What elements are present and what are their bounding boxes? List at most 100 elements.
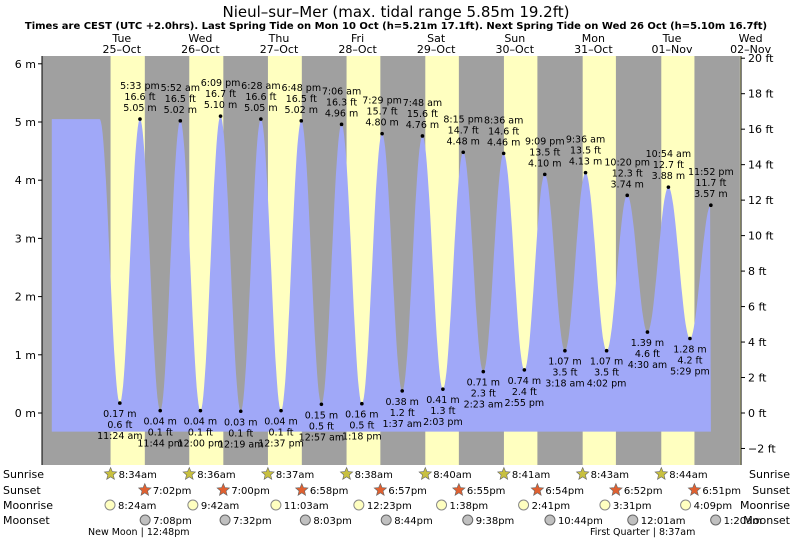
day-date: 29–Oct (417, 43, 456, 56)
low-tide-ft: 4.6 ft (635, 349, 660, 360)
row-label-left-moonset: Moonset (3, 514, 50, 527)
day-name: Tue (662, 32, 682, 45)
moonrise-icon (436, 499, 448, 511)
sun-moon-table: Sunrise Sunrise Sunset Sunset Moonrise Moonri… (3, 466, 791, 538)
low-tide-time: 2:03 pm (423, 417, 463, 428)
high-tide-m: 5.05 m (123, 103, 156, 114)
high-tide-ft: 15.7 ft (367, 107, 398, 118)
high-tide-ft: 16.6 ft (124, 92, 155, 103)
daylight-band (739, 56, 741, 465)
high-tide-ft: 14.7 ft (448, 125, 479, 136)
low-tide-point (360, 401, 364, 406)
day-date: 25–Oct (103, 43, 142, 56)
moonrise-time: 9:42am (201, 501, 239, 512)
low-tide-time: 1:37 am (382, 419, 421, 430)
moonrise-time: 8:24am (118, 501, 156, 512)
high-tide-time: 6:48 pm (281, 83, 321, 94)
high-tide-ft: 12.7 ft (653, 160, 684, 171)
low-tide-time: 12:37 pm (258, 439, 304, 450)
low-tide-ft: 0.1 ft (269, 428, 294, 439)
moonrise-time: 2:41pm (532, 501, 571, 512)
high-tide-point (501, 151, 506, 156)
moonrise-icon (353, 499, 365, 511)
high-tide-ft: 16.7 ft (205, 89, 236, 100)
day-date: 31–Oct (574, 43, 613, 56)
sunrise-icon (103, 466, 118, 480)
moonrise-time: 3:31pm (613, 501, 652, 512)
low-tide-m: 0.15 m (305, 410, 338, 421)
y-tick-label-ft: 16 ft (748, 123, 774, 136)
sunrise-time: 8:40am (433, 470, 471, 481)
sunset-icon (137, 482, 152, 496)
low-tide-m: 0.17 m (103, 409, 136, 420)
y-tick-label-ft: 12 ft (748, 194, 774, 207)
moonset-icon (380, 514, 392, 526)
y-tick-label-m: 2 m (15, 291, 36, 304)
high-tide-time: 8:15 pm (443, 114, 483, 125)
moonset-time: 7:32pm (233, 516, 272, 527)
low-tide-ft: 1.2 ft (390, 408, 415, 419)
low-tide-m: 0.03 m (224, 417, 257, 428)
row-label-right-moonset: Moonset (743, 514, 790, 527)
sunset-time: 7:00pm (231, 486, 270, 497)
high-tide-time: 9:09 pm (525, 136, 565, 147)
sunset-time: 6:51pm (702, 486, 741, 497)
low-tide-ft: 3.5 ft (594, 368, 619, 379)
tide-curve (51, 116, 711, 432)
low-tide-point (279, 408, 283, 413)
moon-phase-new: New Moon | 12:48pm (88, 527, 190, 538)
day-name: Fri (351, 32, 364, 45)
low-tide-time: 4:02 pm (587, 379, 627, 390)
low-tide-point (688, 336, 692, 341)
high-tide-point (380, 131, 384, 136)
high-tide-point (461, 150, 466, 155)
low-tide-point (118, 401, 122, 405)
low-tide-ft: 4.2 ft (677, 356, 702, 367)
moonrise-icon (518, 499, 530, 511)
high-tide-point (299, 119, 304, 123)
y-tick-label-ft: 4 ft (748, 336, 767, 349)
row-label-right-moonrise: Moonrise (740, 499, 790, 512)
high-tide-ft: 13.5 ft (570, 146, 601, 157)
moonset-time: 7:08pm (153, 516, 192, 527)
y-tick-label-m: 1 m (15, 349, 36, 362)
low-tide-point (645, 330, 650, 334)
day-name: Sun (504, 32, 525, 45)
sunset-time: 6:57pm (388, 486, 427, 497)
high-tide-m: 5.10 m (204, 100, 237, 111)
high-tide-m: 4.48 m (447, 136, 480, 147)
high-tide-time: 9:36 am (566, 135, 605, 146)
chart-title: Nieul–sur–Mer (max. tidal range 5.85m 19… (223, 3, 570, 21)
sunrise-time: 8:37am (276, 470, 314, 481)
high-tide-ft: 16.6 ft (245, 92, 276, 103)
day-name: Thu (268, 32, 290, 45)
axes: 0 m 1 m 2 m 3 m 4 m 5 m 6 m −2 ft 0 ft 2 ft 4 ft 6 … (15, 52, 776, 465)
row-label-right-sunset: Sunset (752, 484, 790, 497)
chart-subtitle: Times are CEST (UTC +2.0hrs). Last Sprin… (25, 21, 767, 32)
sunrise-time: 8:36am (197, 470, 235, 481)
sunset-time: 6:55pm (467, 486, 506, 497)
high-tide-point (709, 203, 713, 208)
sunrise-icon (260, 466, 275, 480)
high-tide-time: 7:48 am (403, 98, 442, 109)
sunset-time: 7:02pm (153, 486, 192, 497)
high-tide-ft: 14.6 ft (488, 126, 519, 137)
low-tide-ft: 0.1 ft (148, 428, 173, 439)
high-tide-point (542, 172, 547, 177)
moonset-icon (219, 514, 231, 526)
low-tide-point (441, 387, 445, 391)
low-tide-point (198, 408, 203, 413)
moonset-time: 12:01am (641, 516, 686, 527)
low-tide-time: 1:18 pm (342, 432, 382, 443)
high-tide-point (259, 117, 263, 121)
day-date: 01–Nov (652, 43, 693, 56)
day-date: 30–Oct (496, 43, 535, 56)
low-tide-m: 1.07 m (548, 357, 581, 368)
high-tide-m: 4.13 m (569, 157, 602, 168)
moonset-icon (544, 514, 556, 526)
low-tide-ft: 0.1 ft (228, 428, 253, 439)
high-tide-ft: 16.5 ft (165, 94, 196, 105)
day-name: Tue (111, 32, 131, 45)
high-tide-m: 4.80 m (365, 118, 398, 129)
low-tide-m: 1.39 m (631, 338, 664, 349)
